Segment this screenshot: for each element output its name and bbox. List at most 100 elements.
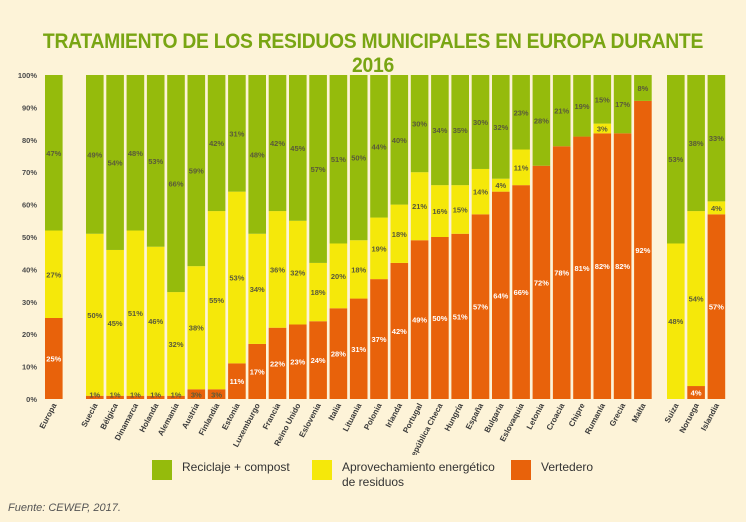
bar-espana-reciclaje-compost (471, 75, 490, 169)
data-label-noruega-vertedero: 4% (691, 389, 702, 398)
data-label-alemania-aprovechamiento-energetico-de-residuos: 32% (168, 340, 183, 349)
data-label-croacia-reciclaje-compost: 21% (554, 107, 569, 116)
data-label-noruega-reciclaje-compost: 38% (689, 139, 704, 148)
bar-malta-vertedero (634, 100, 652, 400)
data-label-austria-aprovechamiento-energetico-de-residuos: 38% (189, 324, 204, 333)
data-label-reino-unido-vertedero: 23% (290, 358, 305, 367)
data-label-eslovaquia-vertedero: 66% (514, 288, 529, 297)
data-label-eslovaquia-aprovechamiento-energetico-de-residuos: 11% (514, 163, 529, 172)
data-label-europa-vertedero: 25% (46, 355, 61, 364)
data-label-alemania-reciclaje-compost: 66% (168, 180, 183, 189)
bar-holanda-aprovechamiento-energetico-de-residuos (146, 246, 165, 396)
bar-malta-reciclaje-compost (634, 75, 652, 101)
data-label-suecia-vertedero: 1% (89, 391, 100, 400)
y-tick-label: 40% (22, 265, 37, 274)
bar-bulgaria-vertedero (492, 191, 510, 399)
bar-estonia-vertedero (228, 363, 246, 399)
legend-swatch-energy (312, 460, 332, 480)
x-tick-label-lituania: Lituania (341, 401, 364, 433)
x-tick-label-hungria: Hungría (443, 401, 465, 432)
data-label-letonia-vertedero: 72% (534, 278, 549, 287)
bar-finlandia-vertedero (207, 389, 226, 399)
data-label-holanda-aprovechamiento-energetico-de-residuos: 46% (148, 317, 163, 326)
bar-irlanda-aprovechamiento-energetico-de-residuos (390, 204, 409, 263)
data-label-italia-aprovechamiento-energetico-de-residuos: 20% (331, 272, 346, 281)
bar-espana-aprovechamiento-energetico-de-residuos (471, 168, 490, 215)
bar-dinamarca-aprovechamiento-energetico-de-residuos (126, 230, 145, 396)
bar-austria-vertedero (187, 389, 206, 399)
legend-label-energy-line1: Aprovechamiento energético (342, 460, 495, 474)
data-label-portugal-vertedero: 49% (412, 316, 427, 325)
bar-grecia-reciclaje-compost (613, 75, 632, 134)
data-label-alemania-vertedero: 1% (171, 391, 182, 400)
data-label-grecia-reciclaje-compost: 17% (615, 100, 630, 109)
y-tick-label: 70% (22, 168, 37, 177)
legend-label-energy-line2: de residuos (342, 475, 405, 489)
bar-alemania-aprovechamiento-energetico-de-residuos (167, 292, 185, 396)
bar-suecia-reciclaje-compost (86, 75, 104, 234)
legend-item-energy: Aprovechamiento energético de residuos (312, 460, 495, 490)
x-tick-label-italia: Italia (327, 401, 344, 422)
bar-islandia-vertedero (707, 214, 726, 399)
data-label-eslovenia-vertedero: 24% (311, 356, 326, 365)
bar-europa-vertedero (45, 318, 63, 399)
bar-polonia-reciclaje-compost (370, 75, 388, 218)
source-note: Fuente: CEWEP, 2017. (8, 502, 121, 514)
legend-item-recycling: Reciclaje + compost (152, 460, 290, 480)
data-label-luxemburgo-vertedero: 17% (250, 367, 265, 376)
bar-holanda-reciclaje-compost (146, 75, 165, 247)
bar-noruega-aprovechamiento-energetico-de-residuos (687, 211, 705, 387)
bar-eslovaquia-vertedero (512, 185, 530, 399)
data-label-bulgaria-reciclaje-compost: 32% (493, 123, 508, 132)
x-tick-label-suecia: Suecia (80, 401, 100, 428)
data-label-holanda-reciclaje-compost: 53% (148, 157, 163, 166)
bar-eslovenia-vertedero (309, 321, 327, 399)
data-label-suecia-reciclaje-compost: 49% (87, 150, 102, 159)
data-label-lituania-aprovechamiento-energetico-de-residuos: 18% (351, 265, 366, 274)
bar-luxemburgo-aprovechamiento-energetico-de-residuos (248, 233, 266, 344)
data-label-austria-reciclaje-compost: 59% (189, 167, 204, 176)
bar-espana-vertedero (471, 214, 490, 399)
data-label-portugal-reciclaje-compost: 30% (412, 120, 427, 129)
y-tick-label: 90% (22, 103, 37, 112)
data-label-republica-checa-reciclaje-compost: 34% (432, 126, 447, 135)
x-tick-label-irlanda: Irlanda (384, 401, 405, 429)
data-label-islandia-reciclaje-compost: 33% (709, 134, 724, 143)
data-label-suecia-aprovechamiento-energetico-de-residuos: 50% (87, 311, 102, 320)
bar-portugal-vertedero (410, 240, 429, 399)
bar-croacia-reciclaje-compost (552, 75, 571, 147)
data-label-republica-checa-vertedero: 50% (432, 314, 447, 323)
data-label-italia-reciclaje-compost: 51% (331, 155, 346, 164)
bar-belgica-reciclaje-compost (106, 75, 124, 250)
bar-republica-checa-vertedero (431, 237, 449, 399)
data-label-reino-unido-aprovechamiento-energetico-de-residuos: 32% (290, 269, 305, 278)
data-label-europa-reciclaje-compost: 47% (46, 149, 61, 158)
x-tick-label-francia: Francia (261, 401, 283, 431)
data-label-letonia-reciclaje-compost: 28% (534, 116, 549, 125)
data-label-hungria-reciclaje-compost: 35% (453, 126, 468, 135)
bar-reino-unido-reciclaje-compost (289, 75, 307, 221)
bar-austria-aprovechamiento-energetico-de-residuos (187, 266, 206, 390)
bar-hungria-vertedero (451, 233, 469, 399)
data-label-finlandia-vertedero: 3% (211, 391, 222, 400)
x-tick-label-islandia: Islandia (699, 401, 721, 432)
stacked-bar-chart: 0% 10% 20% 30% 40% 50% 60% 70% 80% 90% 100% 25% 27% 4… (18, 71, 726, 455)
data-label-dinamarca-aprovechamiento-energetico-de-residuos: 51% (128, 309, 143, 318)
bar-rumania-reciclaje-compost (593, 75, 612, 124)
bar-hungria-reciclaje-compost (451, 75, 469, 186)
legend-label-landfill: Vertedero (541, 460, 594, 474)
bar-chipre-vertedero (573, 136, 591, 399)
data-label-eslovenia-aprovechamiento-energetico-de-residuos: 18% (311, 288, 326, 297)
data-label-italia-vertedero: 28% (331, 350, 346, 359)
data-label-islandia-aprovechamiento-energetico-de-residuos: 4% (711, 204, 722, 213)
bar-rumania-aprovechamiento-energetico-de-residuos (593, 123, 612, 134)
data-label-francia-vertedero: 22% (270, 359, 285, 368)
data-label-chipre-reciclaje-compost: 19% (574, 102, 589, 111)
data-label-luxemburgo-aprovechamiento-energetico-de-residuos: 34% (250, 285, 265, 294)
bar-eslovenia-aprovechamiento-energetico-de-residuos (309, 262, 327, 322)
x-tick-label-letonia: Letonia (525, 401, 547, 431)
data-label-eslovaquia-reciclaje-compost: 23% (514, 108, 529, 117)
data-label-rumania-vertedero: 82% (595, 262, 610, 271)
bar-suecia-vertedero (86, 395, 104, 399)
x-tick-label-chipre: Chipre (567, 401, 587, 428)
